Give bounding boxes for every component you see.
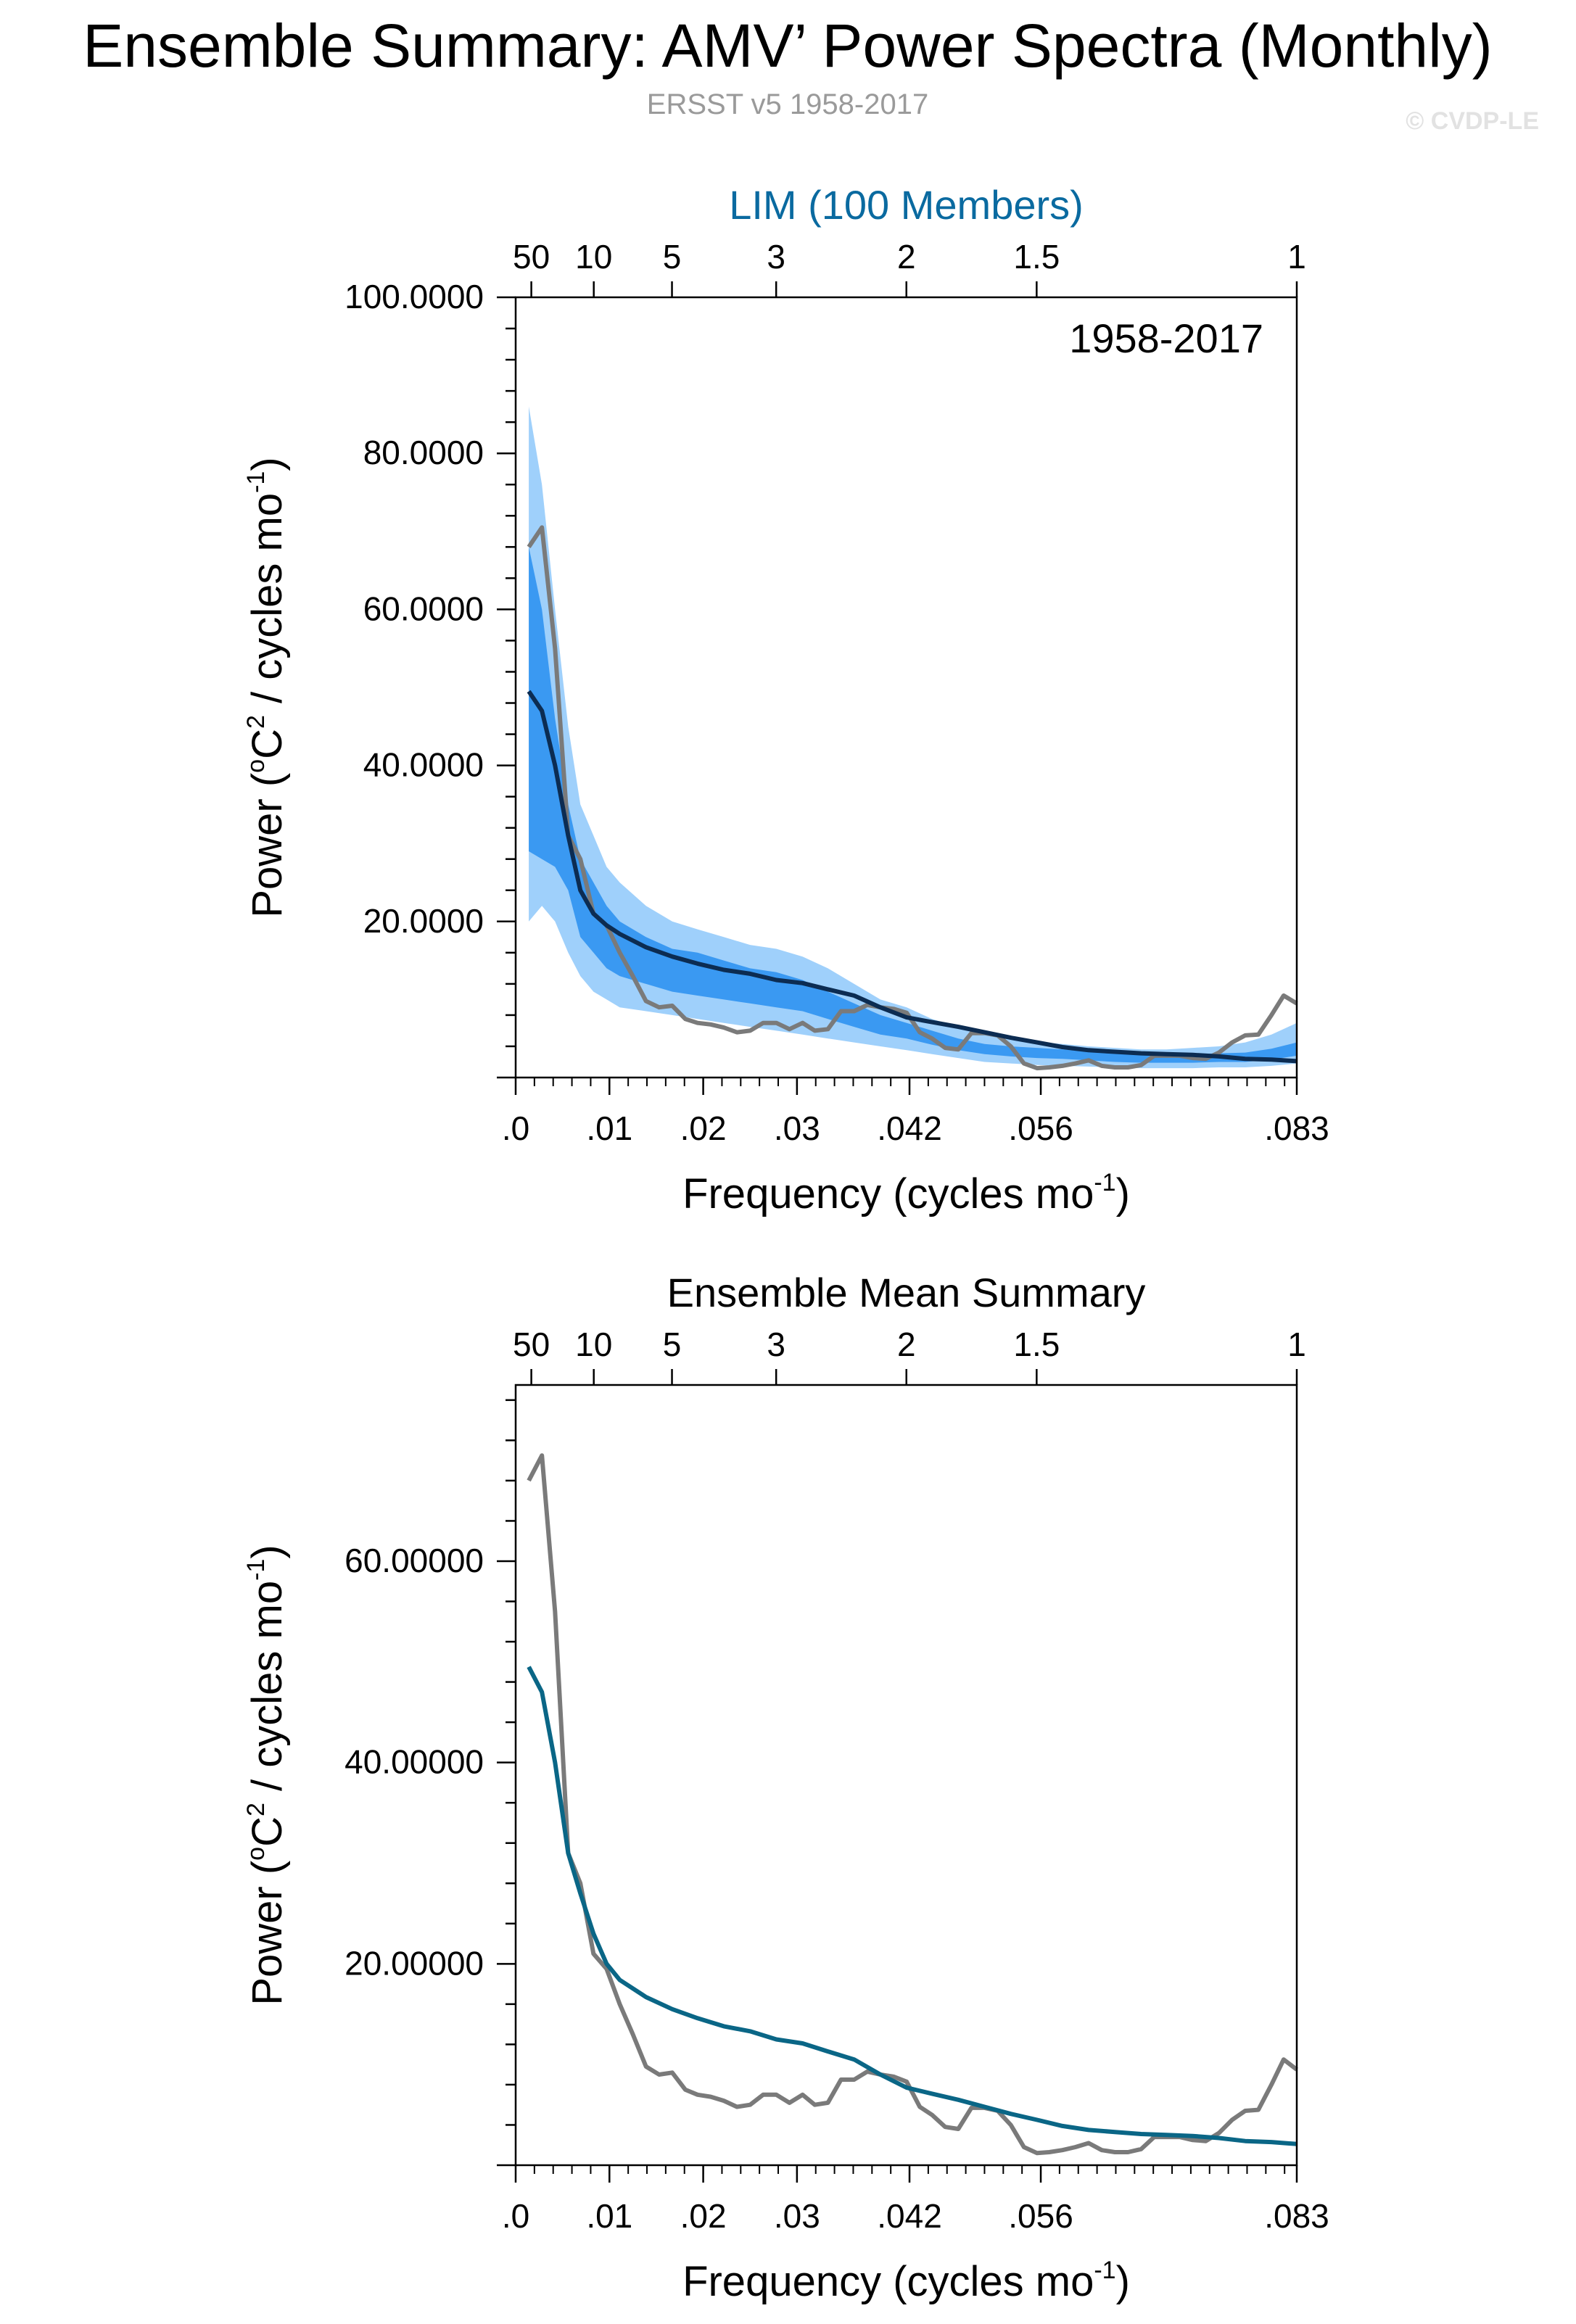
x-axis-label-superscript: -1 (1094, 2257, 1115, 2284)
y-tick-label: 80.0000 (363, 434, 484, 471)
top-period-label: 50 (513, 238, 550, 276)
period-annotation: 1958-2017 (1069, 315, 1263, 361)
top-period-label: 10 (575, 238, 612, 276)
top-period-label: 3 (767, 238, 785, 276)
x-axis-label-superscript: -1 (1094, 1169, 1115, 1196)
y-axis-label-degree: o (242, 759, 270, 773)
panel-title: Ensemble Mean Summary (667, 1270, 1146, 1315)
y-axis-label-per: / cycles mo (244, 1581, 291, 1803)
x-tick-label: .042 (877, 1109, 942, 1147)
y-axis-label-squared: 2 (242, 715, 270, 729)
ensemble-mean-line (527, 690, 1297, 1064)
y-tick-label: 40.0000 (363, 746, 484, 784)
y-axis-label-per: / cycles mo (244, 493, 291, 715)
x-axis-label-end: ) (1116, 2258, 1130, 2305)
top-period-label: 1 (1287, 1326, 1306, 1363)
x-tick-label: .02 (680, 2197, 727, 2235)
y-axis-label-end: ) (244, 457, 291, 471)
x-tick-label: .0 (502, 2197, 529, 2235)
x-tick-label: .056 (1008, 1109, 1073, 1147)
x-axis-label: Frequency (cycles mo-1) (682, 2257, 1130, 2305)
ensemble-mean-line (527, 1666, 1297, 2146)
top-period-label: 5 (663, 238, 682, 276)
top-period-label: 50 (513, 1326, 550, 1363)
x-axis-label-text: Frequency (cycles mo (682, 2258, 1094, 2305)
y-axis-label-unit: C (244, 1816, 291, 1847)
x-tick-label: .03 (774, 1109, 820, 1147)
x-tick-label: .0 (502, 1109, 529, 1147)
y-axis-label-inverse: -1 (242, 1559, 270, 1581)
x-tick-label: .042 (877, 2197, 942, 2235)
x-axis-label-end: ) (1116, 1170, 1130, 1217)
y-axis-label: Power (oC2 / cycles mo-1) (242, 457, 291, 917)
y-axis-label-inverse: -1 (242, 471, 270, 493)
ensemble-mean-panel: 20.00000 40.00000 60.00000 .0 .01 .02 .03 .042.… (242, 1270, 1329, 2305)
figure-title: Ensemble Summary: AMV’ Power Spectra (Mo… (83, 12, 1493, 80)
top-period-label: 2 (897, 1326, 916, 1363)
y-tick-label: 40.00000 (345, 1743, 484, 1781)
x-tick-label: .02 (680, 1109, 727, 1147)
y-axis-label-text: Power ( (244, 1861, 291, 2006)
y-tick-label: 60.0000 (363, 590, 484, 627)
y-axis-label-degree: o (242, 1847, 270, 1861)
x-tick-label: .03 (774, 2197, 820, 2235)
y-tick-label: 20.00000 (345, 1944, 484, 1982)
panel-title: LIM (100 Members) (729, 182, 1084, 228)
figure-subtitle: ERSST v5 1958-2017 (647, 88, 928, 120)
y-axis-label-squared: 2 (242, 1803, 270, 1816)
plot-frame (514, 1384, 1298, 2167)
x-tick-label: .083 (1264, 1109, 1329, 1147)
top-period-label: 5 (663, 1326, 682, 1363)
x-axis-label: Frequency (cycles mo-1) (682, 1169, 1130, 1217)
y-axis-label-unit: C (244, 729, 291, 759)
x-tick-label: .083 (1264, 2197, 1329, 2235)
top-period-label: 1.5 (1013, 1326, 1060, 1363)
x-axis-label-text: Frequency (cycles mo (682, 1170, 1094, 1217)
top-period-label: 1.5 (1013, 238, 1060, 276)
x-tick-label: .056 (1008, 2197, 1073, 2235)
y-axis-label-end: ) (244, 1544, 291, 1558)
credit-watermark: © CVDP-LE (1406, 107, 1539, 135)
y-axis-label-text: Power ( (244, 773, 291, 918)
observations-line (527, 1453, 1298, 2156)
top-period-label: 3 (767, 1326, 785, 1363)
y-axis-label: Power (oC2 / cycles mo-1) (242, 1544, 291, 2005)
lim-spectra-panel: 20.0000 40.0000 60.0000 80.0000 100.0000 .0 .0… (242, 182, 1329, 1217)
top-period-label: 1 (1287, 238, 1306, 276)
y-tick-label: 60.00000 (345, 1542, 484, 1579)
x-tick-label: .01 (586, 1109, 632, 1147)
y-tick-label: 20.0000 (363, 902, 484, 940)
top-period-label: 10 (575, 1326, 612, 1363)
x-tick-label: .01 (586, 2197, 632, 2235)
y-tick-label: 100.0000 (345, 278, 484, 315)
top-period-label: 2 (897, 238, 916, 276)
